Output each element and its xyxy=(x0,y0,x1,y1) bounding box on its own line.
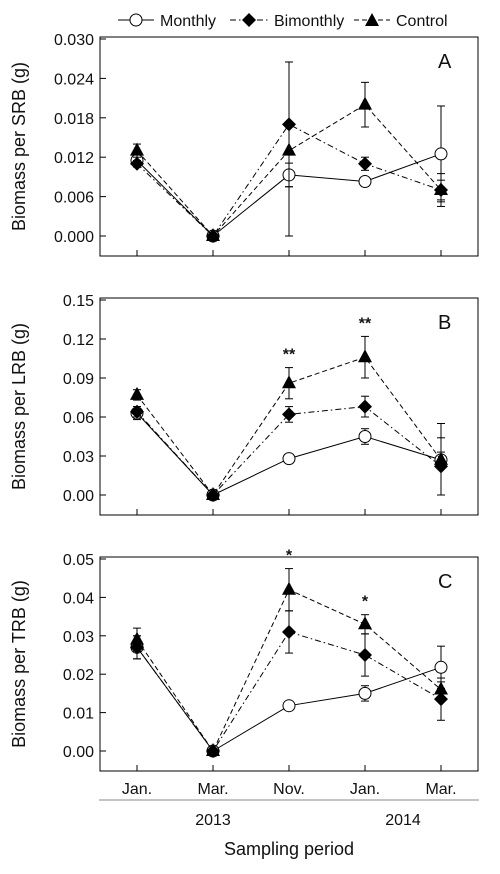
data-point xyxy=(434,182,448,196)
data-point xyxy=(434,692,448,707)
y-tick-label: 0.012 xyxy=(54,150,94,167)
y-tick-label: 0.024 xyxy=(54,71,94,88)
data-point xyxy=(206,487,220,500)
series-line xyxy=(136,647,442,752)
x-tick-label: Mar. xyxy=(425,781,456,798)
significance-marker: ** xyxy=(359,315,372,332)
data-point xyxy=(434,451,448,465)
significance-marker: * xyxy=(286,548,293,565)
legend-label-monthly: Monthly xyxy=(160,13,216,30)
y-tick-label: 0.05 xyxy=(63,552,94,569)
panel-label: C xyxy=(438,571,452,593)
data-point xyxy=(358,686,372,700)
y-tick-label: 0.00 xyxy=(63,488,94,505)
chart-panels: 0.000 0.006 0.012 0.018 0.024 0.030 Biomass pe… xyxy=(9,32,479,772)
y-tick-label: 0.03 xyxy=(63,629,94,646)
data-point xyxy=(130,386,144,400)
year-label: 2014 xyxy=(385,812,421,829)
series-line xyxy=(136,631,442,752)
data-point xyxy=(358,399,372,414)
data-point xyxy=(282,142,296,156)
y-axis-label: Biomass per TRB (g) xyxy=(9,580,29,748)
x-tick-label: Nov. xyxy=(273,781,305,798)
data-point xyxy=(282,581,296,595)
data-point xyxy=(358,349,372,363)
series-control xyxy=(130,335,448,500)
significance-marker: * xyxy=(362,594,369,611)
y-tick-label: 0.03 xyxy=(63,449,94,466)
data-point xyxy=(130,142,144,156)
series-bimonthly xyxy=(130,610,448,758)
panel-a: 0.000 0.006 0.012 0.018 0.024 0.030 Biomass pe… xyxy=(9,32,479,257)
x-tick-label: Jan. xyxy=(122,781,152,798)
data-point xyxy=(130,156,144,171)
data-point xyxy=(358,616,372,630)
year-label: 2013 xyxy=(195,812,231,829)
panel-label: B xyxy=(438,312,451,334)
data-point xyxy=(358,648,372,662)
y-tick-label: 0.12 xyxy=(63,332,94,349)
panel-c: 0.00 0.01 0.02 0.03 0.04 0.05 Biomass per TRB … xyxy=(9,548,479,772)
data-point xyxy=(282,407,296,422)
x-axis: Jan. Mar. Nov. Jan. Mar. 2013 2014 Sampling per… xyxy=(99,781,479,859)
data-point xyxy=(282,699,296,713)
data-point xyxy=(358,174,372,188)
legend: Monthly Bimonthly Control xyxy=(118,13,448,30)
y-tick-label: 0.04 xyxy=(63,590,94,607)
data-point xyxy=(434,147,448,161)
data-point xyxy=(282,452,296,466)
y-tick-label: 0.06 xyxy=(63,410,94,427)
y-axis-label: Biomass per LRB (g) xyxy=(9,323,29,490)
significance-marker: ** xyxy=(283,347,296,364)
y-tick-label: 0.000 xyxy=(54,229,94,246)
x-tick-label: Mar. xyxy=(197,781,228,798)
data-point xyxy=(358,156,372,171)
y-tick-label: 0.006 xyxy=(54,190,94,207)
panel-label: A xyxy=(438,51,452,73)
y-tick-label: 0.02 xyxy=(63,667,94,684)
y-tick-label: 0.030 xyxy=(54,32,94,49)
data-point xyxy=(282,624,296,639)
legend-marker-bimonthly xyxy=(242,13,256,27)
data-point xyxy=(358,96,372,110)
y-tick-label: 0.00 xyxy=(63,744,94,761)
y-axis-label: Biomass per SRB (g) xyxy=(9,62,29,231)
data-point xyxy=(206,228,220,241)
data-point xyxy=(130,404,144,419)
y-tick-label: 0.018 xyxy=(54,111,94,128)
panel-b: 0.00 0.03 0.06 0.09 0.12 0.15 Biomass per LRB … xyxy=(9,293,479,516)
data-point xyxy=(434,660,448,674)
y-tick-label: 0.15 xyxy=(63,293,94,310)
legend-label-bimonthly: Bimonthly xyxy=(274,13,344,30)
y-tick-label: 0.01 xyxy=(63,706,94,723)
x-tick-label: Jan. xyxy=(350,781,380,798)
x-axis-title: Sampling period xyxy=(224,839,354,859)
legend-marker-monthly xyxy=(129,13,143,27)
legend-marker-control xyxy=(365,13,379,26)
series-control xyxy=(130,568,448,756)
series-control xyxy=(130,61,448,241)
legend-label-control: Control xyxy=(396,13,448,30)
y-tick-label: 0.09 xyxy=(63,371,94,388)
data-point xyxy=(434,681,448,695)
data-point xyxy=(130,631,144,645)
data-point xyxy=(358,430,372,443)
data-point xyxy=(206,743,220,756)
data-point xyxy=(282,375,296,389)
